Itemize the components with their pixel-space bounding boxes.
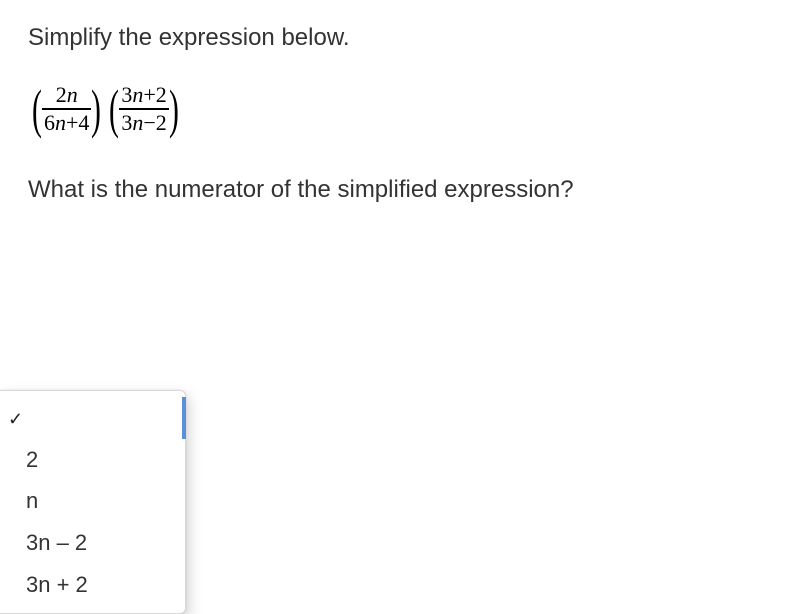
dropdown-option-blank[interactable]: ✓: [0, 397, 186, 439]
f2-num-const: 2: [156, 82, 167, 107]
dropdown-option-label: 3n + 2: [26, 572, 88, 597]
question-line-1: Simplify the expression below.: [28, 24, 772, 52]
checkmark-icon: ✓: [8, 407, 24, 431]
f2-num-coef: 3: [121, 82, 132, 107]
f2-den-coef: 3: [121, 110, 132, 135]
f1-den-var: n: [55, 110, 66, 135]
dropdown-option-label: 2: [26, 447, 38, 472]
right-paren-2: ): [169, 82, 179, 136]
f2-num-var: n: [132, 82, 143, 107]
fraction-2-numerator: 3n+2: [119, 83, 168, 108]
f1-den-const: 4: [78, 110, 89, 135]
f1-num-coef: 2: [56, 82, 67, 107]
f2-num-op: +: [143, 82, 155, 107]
fraction-1-denominator: 6n+4: [42, 108, 91, 135]
left-paren-1: (: [32, 82, 42, 136]
fraction-1-numerator: 2n: [54, 83, 80, 108]
dropdown-option-2[interactable]: 2: [0, 439, 185, 481]
dropdown-option-label: 3n – 2: [26, 530, 87, 555]
dropdown-option-3n-plus-2[interactable]: 3n + 2: [0, 564, 185, 606]
fraction-2: 3n+2 3n−2: [119, 83, 168, 135]
right-paren-1: ): [91, 82, 101, 136]
fraction-2-denominator: 3n−2: [119, 108, 168, 135]
f2-den-op: −: [143, 110, 155, 135]
dropdown-option-3n-minus-2[interactable]: 3n – 2: [0, 522, 185, 564]
f1-den-coef: 6: [44, 110, 55, 135]
math-expression: ( 2n 6n+4 ) ( 3n+2 3n−2 ): [28, 82, 772, 136]
question-line-2: What is the numerator of the simplified …: [28, 176, 772, 204]
fraction-1: 2n 6n+4: [42, 83, 91, 135]
dropdown-option-label: n: [26, 488, 38, 513]
dropdown-option-n[interactable]: n: [0, 480, 185, 522]
f2-den-var: n: [132, 110, 143, 135]
f2-den-const: 2: [156, 110, 167, 135]
left-paren-2: (: [109, 82, 119, 136]
answer-dropdown[interactable]: ✓ 2 n 3n – 2 3n + 2: [0, 390, 186, 614]
f1-num-var: n: [67, 82, 78, 107]
f1-den-op: +: [66, 110, 78, 135]
